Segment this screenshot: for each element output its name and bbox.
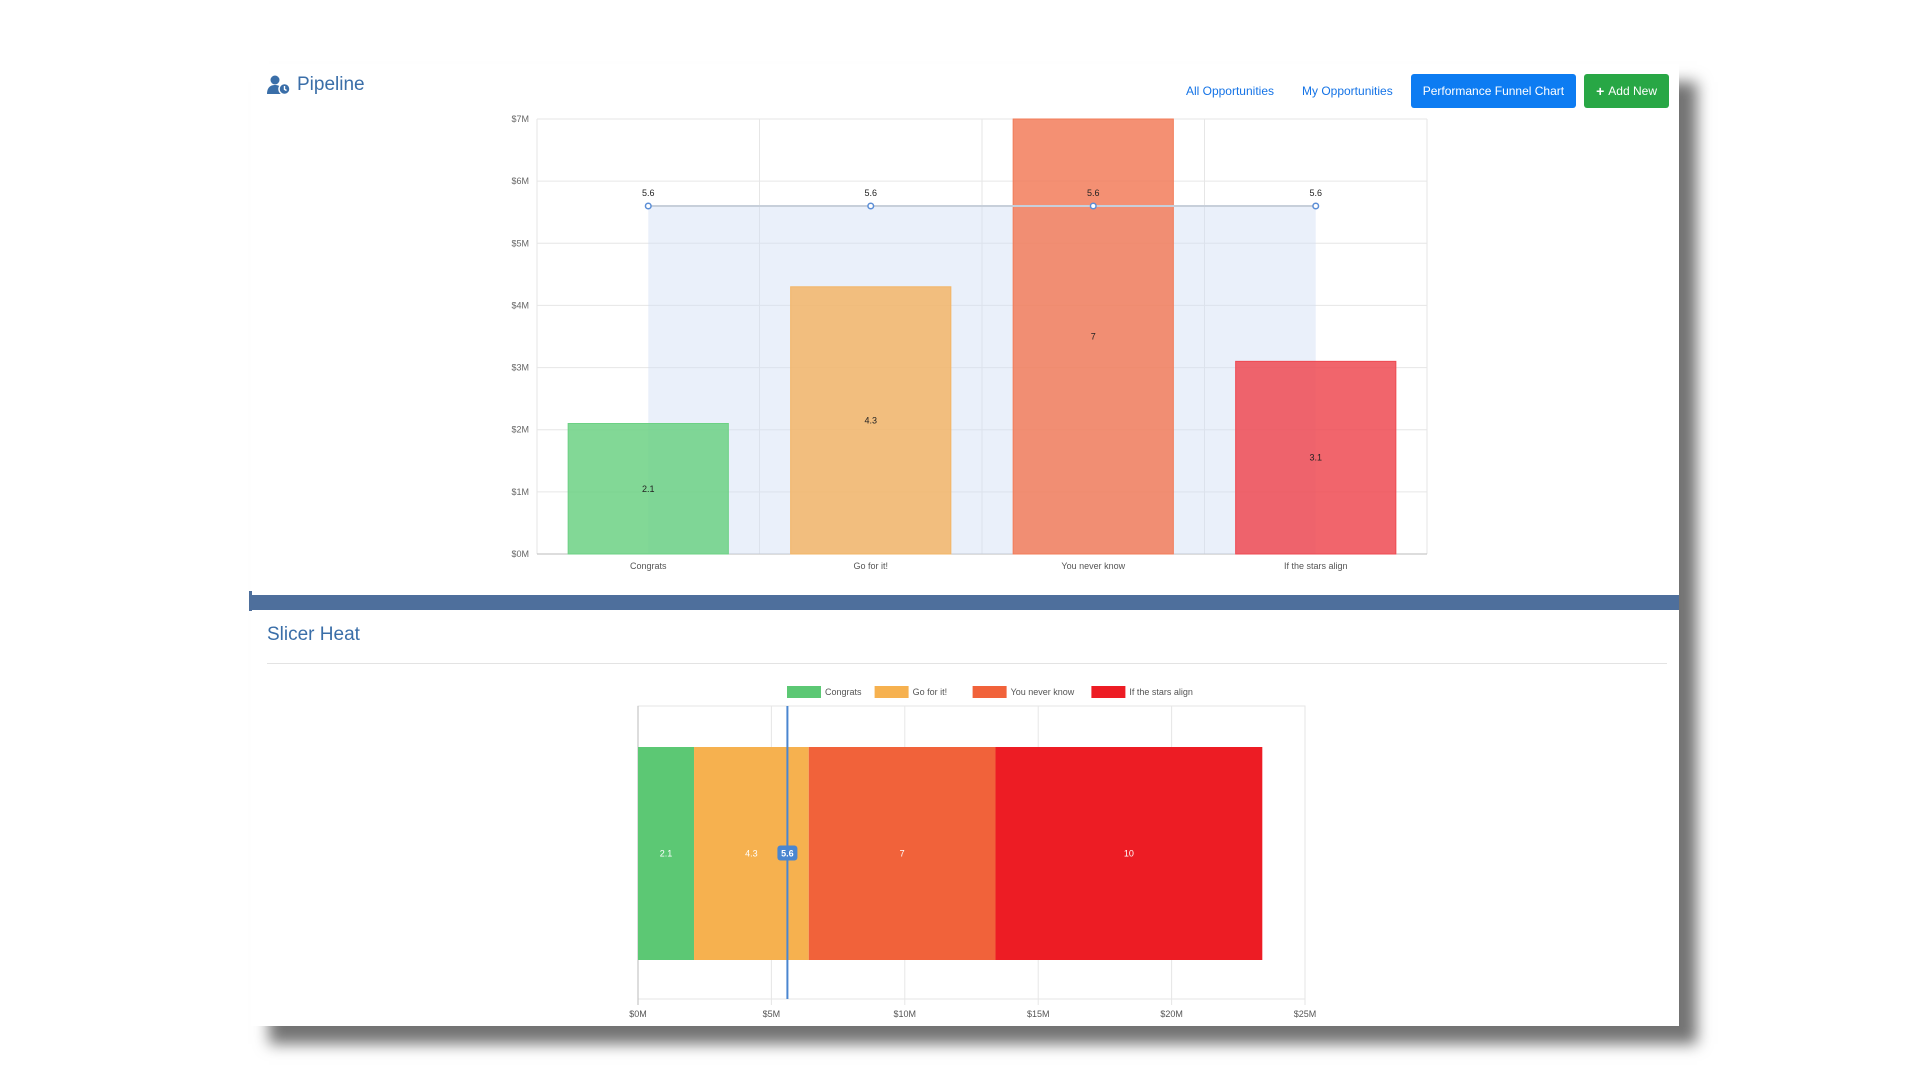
slicer-heat-title: Slicer Heat xyxy=(267,624,360,645)
y-tick-label: $5M xyxy=(511,238,529,248)
bar-value-label: 3.1 xyxy=(1309,453,1322,463)
overlay-point xyxy=(867,202,875,210)
legend-swatch xyxy=(787,686,821,698)
all-opportunities-link[interactable]: All Opportunities xyxy=(1185,84,1274,98)
y-tick-label: $3M xyxy=(511,363,529,373)
y-tick-label: $0M xyxy=(511,549,529,559)
overlay-point-label: 5.6 xyxy=(864,188,877,198)
legend-label: You never know xyxy=(1011,687,1075,697)
bar xyxy=(790,286,952,555)
pipeline-funnel-chart: $0M $1M $2M $3M $4M $5M $6M $7M 2.1 Congrats 4.3 Go… xyxy=(511,114,1428,571)
y-tick-label: $1M xyxy=(511,487,529,497)
add-new-button[interactable]: + Add New xyxy=(1584,74,1669,108)
legend-swatch xyxy=(874,686,909,698)
my-opportunities-link[interactable]: My Opportunities xyxy=(1302,84,1393,98)
stacked-segment xyxy=(638,747,695,960)
overlay-area xyxy=(648,206,1316,554)
overlay-point-label: 5.6 xyxy=(1309,188,1322,198)
segment-value-label: 4.3 xyxy=(745,849,758,859)
x-tick-label: $0M xyxy=(629,1009,647,1019)
bar xyxy=(567,423,729,555)
page-title-text: Pipeline xyxy=(297,74,365,95)
legend-label: Congrats xyxy=(825,687,862,697)
y-tick-label: $2M xyxy=(511,425,529,435)
legend-label: Go for it! xyxy=(913,687,948,697)
marker-label: 5.6 xyxy=(781,849,794,859)
x-tick-label: If the stars align xyxy=(1284,561,1348,571)
bar-value-label: 2.1 xyxy=(642,484,655,494)
x-tick-label: $5M xyxy=(763,1009,781,1019)
performance-funnel-chart-button[interactable]: Performance Funnel Chart xyxy=(1410,74,1577,108)
legend-label: If the stars align xyxy=(1129,687,1193,697)
x-tick-label: $10M xyxy=(894,1009,917,1019)
segment-value-label: 2.1 xyxy=(660,849,673,859)
marker-badge xyxy=(777,845,798,861)
header-nav: All Opportunities My Opportunities Perfo… xyxy=(1176,74,1669,108)
overlay-point xyxy=(1089,202,1097,210)
bar xyxy=(1012,118,1174,555)
legend-swatch xyxy=(1091,686,1126,698)
y-tick-label: $6M xyxy=(511,176,529,186)
pipeline-card: Pipeline All Opportunities My Opportunit… xyxy=(249,64,1679,1026)
x-tick-label: $20M xyxy=(1160,1009,1183,1019)
x-tick-label: $15M xyxy=(1027,1009,1050,1019)
section-divider xyxy=(249,591,1679,611)
stacked-segment xyxy=(995,747,1263,960)
page-title: Pipeline xyxy=(267,74,365,96)
section-rule xyxy=(267,663,1667,664)
slicer-heat-chart: Congrats Go for it! You never know If the s… xyxy=(629,686,1317,1019)
performance-funnel-chart-label: Performance Funnel Chart xyxy=(1422,84,1565,98)
bar-value-label: 7 xyxy=(1091,332,1096,342)
segment-value-label: 7 xyxy=(900,849,905,859)
x-tick-label: $25M xyxy=(1294,1009,1317,1019)
overlay-point xyxy=(1312,202,1320,210)
overlay-point xyxy=(644,202,652,210)
x-tick-label: You never know xyxy=(1061,561,1125,571)
stacked-segment xyxy=(808,747,996,960)
plus-icon: + xyxy=(1596,83,1605,99)
x-tick-label: Go for it! xyxy=(853,561,888,571)
overlay-point-label: 5.6 xyxy=(1087,188,1100,198)
y-tick-label: $4M xyxy=(511,300,529,310)
y-tick-label: $7M xyxy=(511,114,529,124)
legend-swatch xyxy=(972,686,1007,698)
add-new-label: Add New xyxy=(1608,84,1657,98)
x-tick-label: Congrats xyxy=(630,561,667,571)
user-clock-icon xyxy=(267,75,291,95)
bar-value-label: 4.3 xyxy=(864,415,877,425)
bar xyxy=(1235,360,1397,555)
overlay-point-label: 5.6 xyxy=(642,188,655,198)
segment-value-label: 10 xyxy=(1124,849,1134,859)
